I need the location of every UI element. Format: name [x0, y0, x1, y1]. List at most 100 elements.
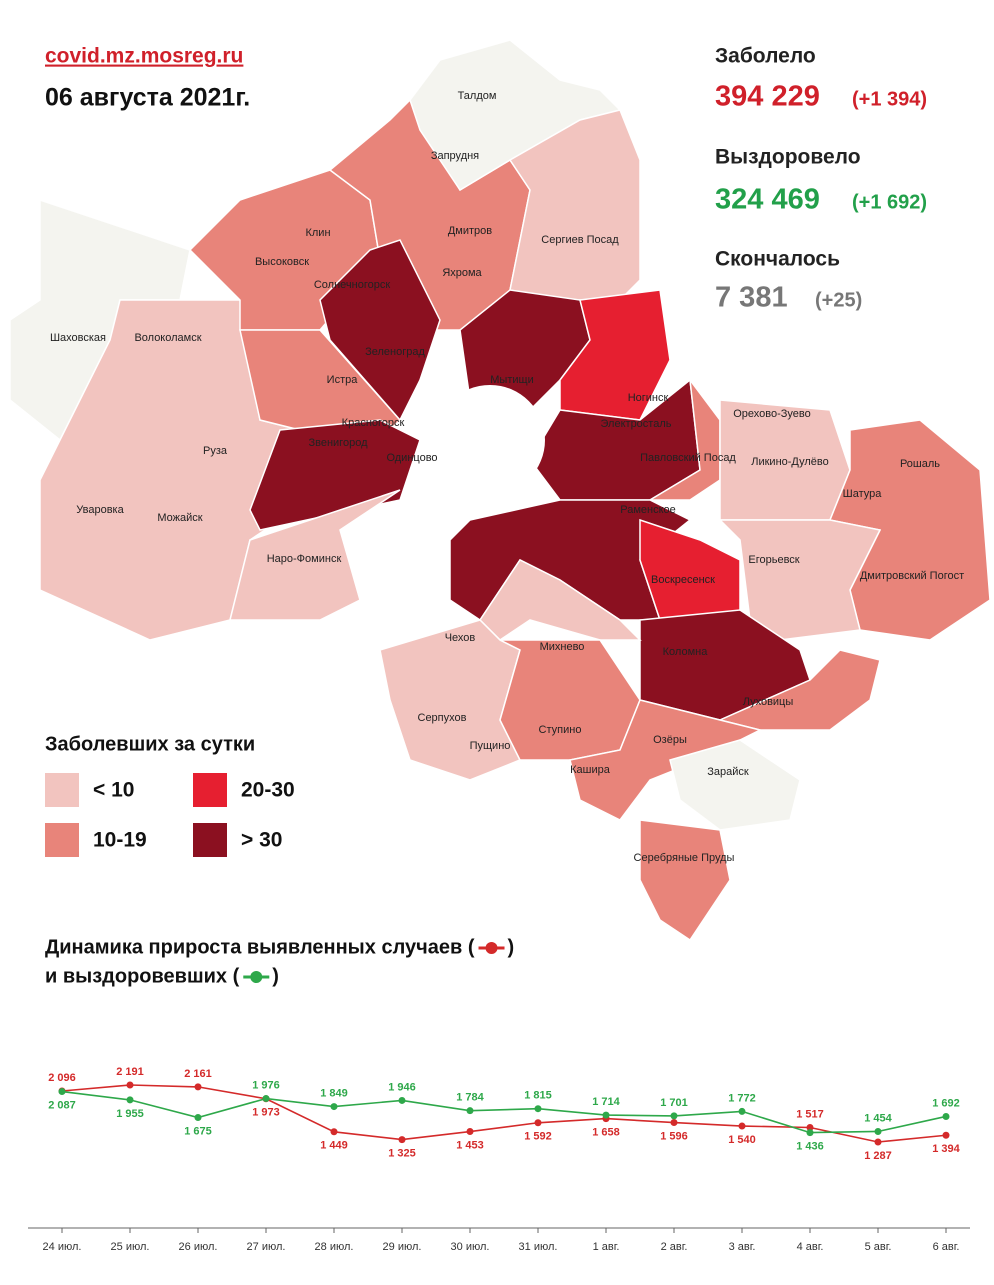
map-label: Воскресенск [651, 574, 715, 586]
map-label: Наро-Фоминск [267, 553, 342, 565]
x-tick-label: 5 авг. [865, 1241, 892, 1253]
region [718, 519, 882, 641]
x-tick-label: 26 июл. [179, 1241, 218, 1253]
series-line [61, 1090, 947, 1134]
value-label: 1 449 [320, 1140, 348, 1152]
map [9, 39, 991, 942]
data-point [874, 1127, 882, 1135]
map-label: Рошаль [900, 458, 940, 470]
x-tick-label: 6 авг. [933, 1241, 960, 1253]
map-label: Ликино-Дулёво [751, 456, 829, 468]
value-label: 1 714 [592, 1096, 620, 1108]
map-label: Ногинск [628, 392, 669, 404]
x-tick-label: 24 июл. [43, 1241, 82, 1253]
value-label: 1 453 [456, 1139, 484, 1151]
data-point [330, 1103, 338, 1111]
data-point [806, 1129, 814, 1137]
map-label: Павловский Посад [640, 452, 736, 464]
region [319, 239, 441, 422]
map-label: Звенигород [308, 437, 368, 449]
map-label: Зеленоград [365, 346, 425, 358]
stat-total: 394 229 [715, 81, 820, 113]
map-label: Руза [203, 445, 228, 457]
map-label: Яхрома [442, 267, 482, 279]
site-link: covid.mz.mosreg.ru [45, 45, 243, 68]
data-point [398, 1096, 406, 1104]
map-label: Запрудня [431, 150, 479, 162]
moscow [435, 385, 545, 495]
map-label: Можайск [157, 512, 202, 524]
value-label: 1 692 [932, 1097, 960, 1109]
value-label: 1 596 [660, 1130, 688, 1142]
region [499, 639, 641, 761]
map-label: Дмитров [448, 225, 492, 237]
data-point [466, 1128, 474, 1136]
value-label: 1 772 [728, 1092, 756, 1104]
legend-label: 10-19 [93, 829, 147, 852]
x-tick-label: 31 июл. [519, 1241, 558, 1253]
data-point [874, 1138, 882, 1146]
map-label: Клин [305, 227, 330, 239]
map-labels: Талдом Запрудня Клин Дмитров Сергиев Посад Вы… [50, 90, 964, 864]
chart-title: ) [508, 936, 515, 958]
map-label: Луховицы [743, 696, 794, 708]
value-label: 1 540 [728, 1134, 756, 1146]
map-label: Чехов [445, 632, 476, 644]
value-label: 1 436 [796, 1141, 824, 1153]
legend-swatch [193, 823, 227, 857]
data-point [738, 1122, 746, 1130]
map-label: Электросталь [601, 418, 672, 430]
map-label: Высоковск [255, 256, 309, 268]
map-label: Озёры [653, 734, 687, 746]
stat-total: 324 469 [715, 184, 820, 216]
stat-delta: (+1 394) [852, 88, 927, 110]
stat-label: Выздоровело [715, 146, 861, 169]
value-label: 1 976 [252, 1079, 280, 1091]
x-tick-label: 3 авг. [729, 1241, 756, 1253]
data-point [126, 1096, 134, 1104]
map-label: Солнечногорск [314, 279, 390, 291]
series-line [61, 1084, 947, 1143]
stat-label: Заболело [715, 45, 816, 68]
stat-delta: (+1 692) [852, 191, 927, 213]
value-label: 1 955 [116, 1108, 144, 1120]
value-label: 1 325 [388, 1148, 416, 1160]
map-label: Серебряные Пруды [634, 852, 735, 864]
data-point [466, 1107, 474, 1115]
region [508, 109, 641, 301]
x-tick-label: 30 июл. [451, 1241, 490, 1253]
data-point [262, 1095, 270, 1103]
map-label: Раменское [620, 504, 676, 516]
map-label: Ступино [539, 724, 582, 736]
data-point [942, 1131, 950, 1139]
date: 06 августа 2021г. [45, 84, 250, 112]
legend-label: < 10 [93, 779, 134, 802]
data-point [126, 1081, 134, 1089]
value-label: 1 517 [796, 1108, 824, 1120]
stat-total: 7 381 [715, 282, 788, 314]
map-label: Волоколамск [134, 332, 201, 344]
legend: < 10 20-30 10-19 > 30 [45, 773, 295, 857]
value-label: 1 849 [320, 1087, 348, 1099]
value-label: 1 784 [456, 1092, 484, 1104]
data-point [534, 1105, 542, 1113]
data-point [330, 1128, 338, 1136]
value-label: 1 394 [932, 1143, 960, 1155]
legend-swatch [45, 773, 79, 807]
data-point [58, 1088, 66, 1096]
chart-title: и выздоровевших ( [45, 965, 240, 987]
stat-label: Скончалось [715, 248, 840, 271]
stat-delta: (+25) [815, 289, 862, 311]
x-tick-label: 4 авг. [797, 1241, 824, 1253]
map-label: Орехово-Зуево [733, 408, 811, 420]
x-tick-label: 25 июл. [111, 1241, 150, 1253]
data-point [942, 1112, 950, 1120]
value-label: 2 096 [48, 1072, 76, 1084]
data-point [194, 1114, 202, 1122]
legend-swatch [193, 773, 227, 807]
legend-label: 20-30 [241, 779, 295, 802]
x-tick-label: 29 июл. [383, 1241, 422, 1253]
map-label: Коломна [663, 646, 709, 658]
map-label: Кашира [570, 764, 611, 776]
